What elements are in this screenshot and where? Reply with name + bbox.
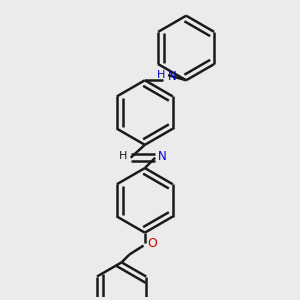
Text: N: N: [168, 70, 177, 83]
Text: H: H: [119, 152, 128, 161]
Text: N: N: [158, 150, 167, 163]
Text: O: O: [147, 237, 157, 250]
Text: H: H: [157, 70, 165, 80]
